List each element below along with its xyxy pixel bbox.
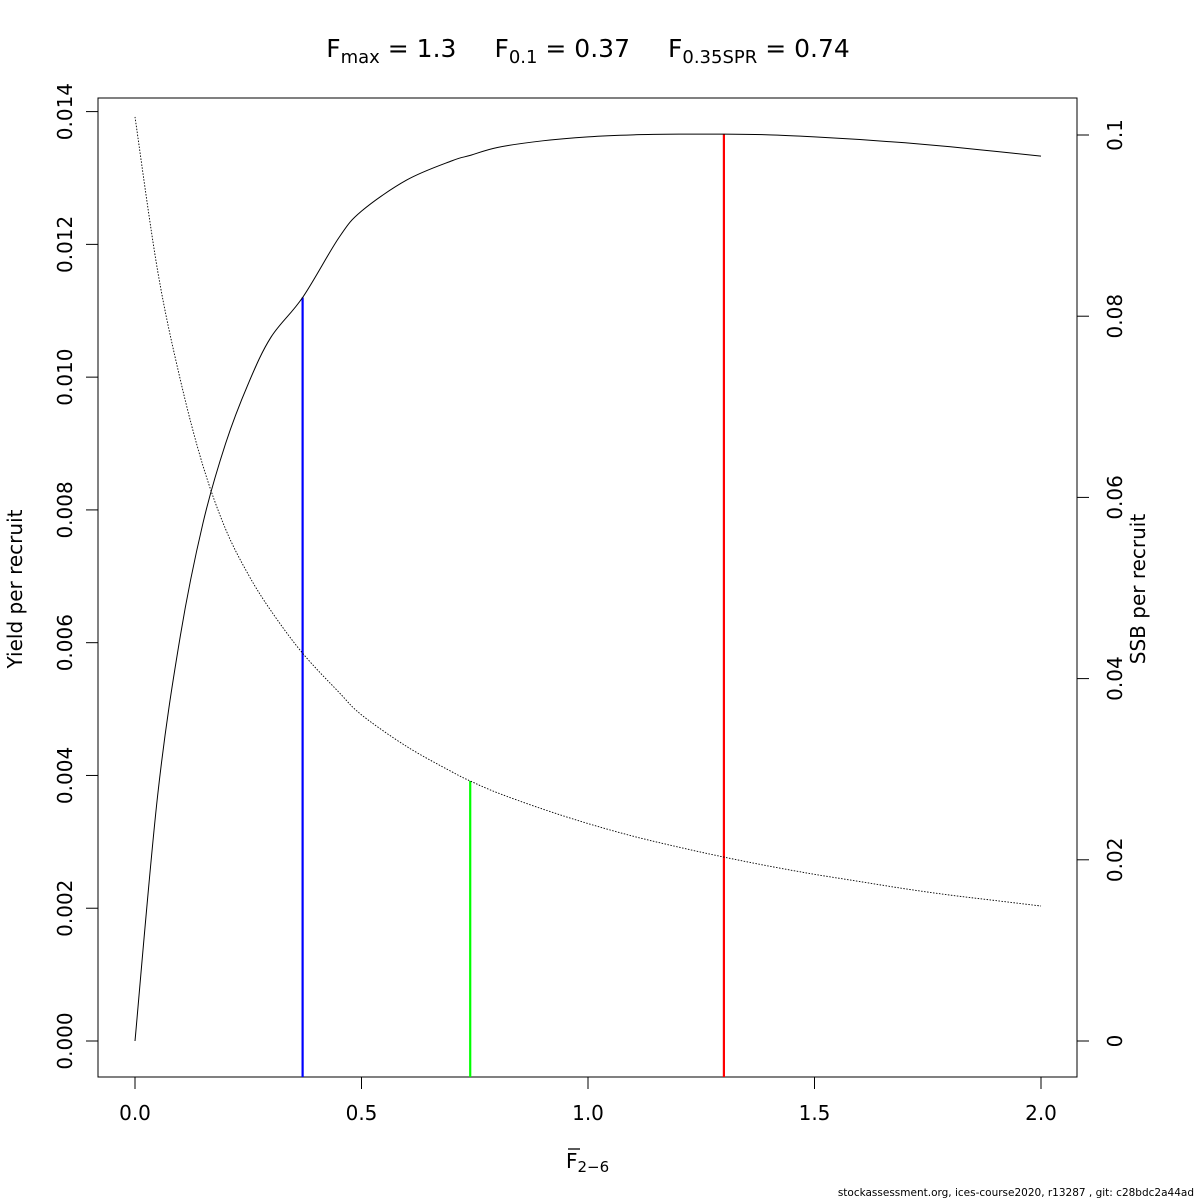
y-left-tick-label-5: 0.010 [53, 349, 77, 406]
curves [134, 116, 1042, 1042]
y-left-tick-label-6: 0.012 [53, 216, 77, 273]
ssb-per-recruit-curve [134, 116, 1042, 907]
reference-lines [301, 134, 726, 1077]
x-label-main: F [566, 1149, 578, 1173]
y-left-tick-label-3: 0.006 [53, 614, 77, 671]
yield-per-recruit-curve [134, 133, 1042, 1042]
x-axis-label: F2−6 [566, 1148, 609, 1176]
x-tick-label-1: 0.5 [346, 1101, 378, 1125]
y-axis-label-left: Yield per recruit [3, 509, 27, 669]
x-tick-label-3: 1.5 [799, 1101, 831, 1125]
fspr-symbol: F [668, 34, 682, 63]
f01-value: = 0.37 [537, 34, 630, 63]
y-left-tick-label-4: 0.008 [53, 481, 77, 538]
f01-subscript: 0.1 [509, 47, 538, 68]
y-left-tick-label-2: 0.004 [53, 747, 77, 804]
chart-title: Fmax = 1.3 F0.1 = 0.37 F0.35SPR = 0.74 [326, 34, 850, 68]
y-left-tick-label-0: 0.000 [53, 1012, 77, 1069]
footer-credit: stockassessment.org, ices-course2020, r1… [838, 1187, 1194, 1199]
y-axis-label-right: SSB per recruit [1126, 514, 1150, 665]
y-right-tick-label-5: 0.1 [1103, 119, 1127, 151]
y-right-tick-label-3: 0.06 [1103, 475, 1127, 520]
plot-frame [97, 97, 1078, 1078]
x-tick-label-4: 2.0 [1025, 1101, 1057, 1125]
fspr-subscript: 0.35SPR [682, 47, 757, 68]
x-label-sub: 2−6 [578, 1158, 610, 1176]
axes: 0.0 0.5 1.0 1.5 2.0 0.000 0.002 0.004 0.006 0.008… [53, 83, 1127, 1125]
fmax-subscript: max [341, 47, 381, 68]
f01-symbol: F [494, 34, 508, 63]
y-right-tick-label-1: 0.02 [1103, 838, 1127, 883]
y-left-tick-label-7: 0.014 [53, 83, 77, 140]
y-right-tick-label-0: 0 [1103, 1035, 1127, 1048]
svg-text:F2−6: F2−6 [566, 1149, 609, 1176]
y-left-tick-label-1: 0.002 [53, 880, 77, 937]
fmax-value: = 1.3 [380, 34, 457, 63]
x-tick-label-0: 0.0 [119, 1101, 151, 1125]
x-tick-label-2: 1.0 [572, 1101, 604, 1125]
fmax-symbol: F [326, 34, 340, 63]
fspr-value: = 0.74 [757, 34, 850, 63]
y-right-tick-label-4: 0.08 [1103, 294, 1127, 339]
y-right-tick-label-2: 0.04 [1103, 656, 1127, 701]
